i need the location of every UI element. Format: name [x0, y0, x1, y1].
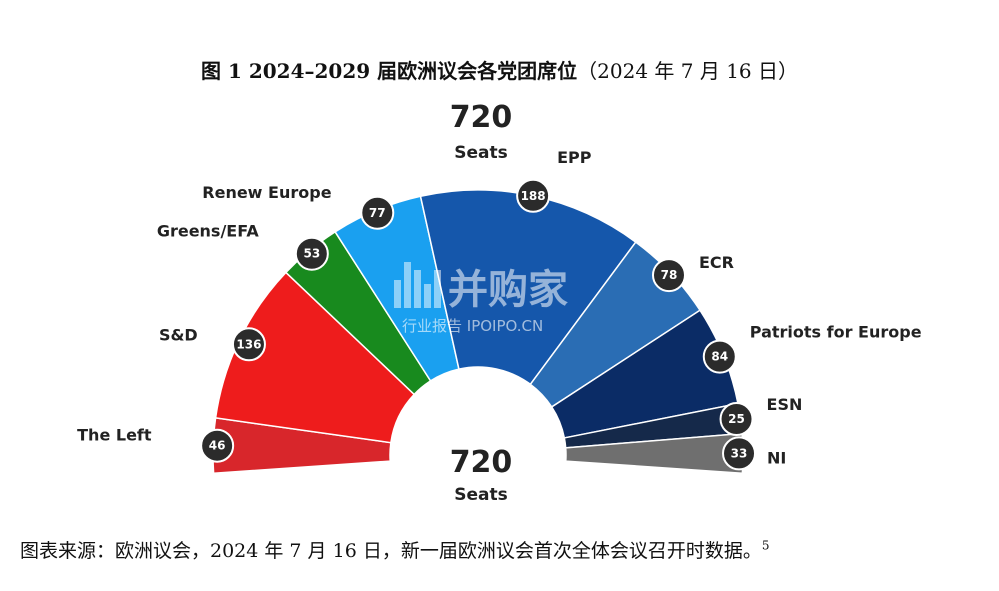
seat-badge-circle — [722, 436, 757, 471]
seat-badge: 77 — [360, 195, 395, 230]
center-total-label: Seats — [454, 485, 508, 505]
seat-badge-value: 77 — [369, 206, 386, 220]
seat-badge: 188 — [516, 178, 551, 213]
seat-badge: 33 — [722, 436, 757, 471]
party-label: Patriots for Europe — [750, 323, 922, 342]
seat-badge-value: 46 — [209, 439, 226, 453]
seat-badge: 136 — [231, 327, 266, 362]
seat-badge: 78 — [651, 258, 686, 293]
seat-badge-circle — [702, 339, 737, 374]
wedge-epp — [419, 189, 637, 386]
figure-title-main: 图 1 2024–2029 届欧洲议会各党团席位 — [201, 59, 578, 83]
party-label: ECR — [699, 253, 734, 272]
seat-badge-value: 78 — [661, 268, 678, 282]
party-labels: The Left S&D Greens/EFA Renew Europe EPP ECR P… — [77, 148, 922, 468]
seat-badge-circle — [294, 236, 329, 271]
source-note: 图表来源：欧洲议会，2024 年 7 月 16 日，新一届欧洲议会首次全体会议召… — [20, 536, 990, 563]
party-label: The Left — [77, 426, 152, 445]
top-total-label: Seats — [454, 143, 508, 163]
footnote-marker: 5 — [761, 538, 770, 553]
figure-title-date: （2024 年 7 月 16 日） — [577, 59, 798, 83]
seat-badge-circle — [719, 402, 754, 437]
seat-badge-value: 136 — [236, 337, 261, 351]
watermark-logo-icon — [394, 262, 441, 308]
seat-badge: 25 — [719, 402, 754, 437]
party-label: NI — [767, 448, 786, 467]
party-label: S&D — [159, 325, 198, 344]
seat-badge-circle — [231, 327, 266, 362]
seat-badge-circle — [516, 178, 551, 213]
watermark: 并购家 行业报告 IPOIPO.CN — [394, 262, 568, 335]
party-label: Renew Europe — [202, 183, 331, 202]
seat-badge-value: 53 — [303, 247, 320, 261]
wedge-s-d — [214, 271, 416, 444]
seat-badge-value: 33 — [731, 446, 748, 460]
seat-badge-circle — [200, 428, 235, 463]
figure-title: 图 1 2024–2029 届欧洲议会各党团席位（2024 年 7 月 16 日… — [0, 55, 999, 84]
center-total-seats: 720 — [450, 445, 513, 480]
seat-badge-value: 25 — [728, 412, 745, 426]
seat-badge: 53 — [294, 236, 329, 271]
seat-badge: 46 — [200, 428, 235, 463]
seat-badge-value: 84 — [711, 350, 728, 364]
watermark-brand: 并购家 — [448, 267, 568, 313]
seat-badge-value: 188 — [521, 189, 546, 203]
party-label: EPP — [557, 148, 592, 167]
seat-badge: 84 — [702, 339, 737, 374]
seat-badge-circle — [360, 195, 395, 230]
hemicycle-chart: 并购家 行业报告 IPOIPO.CN 46136537718878842533 … — [77, 100, 922, 505]
watermark-sub: 行业报告 IPOIPO.CN — [402, 317, 543, 335]
top-total-seats: 720 — [450, 100, 513, 135]
seat-badges: 46 136 53 77 188 78 84 25 33 — [200, 178, 757, 471]
party-label: ESN — [767, 395, 803, 414]
party-label: Greens/EFA — [157, 222, 260, 241]
source-text: 图表来源：欧洲议会，2024 年 7 月 16 日，新一届欧洲议会首次全体会议召… — [20, 540, 762, 562]
seat-badge-circle — [651, 258, 686, 293]
